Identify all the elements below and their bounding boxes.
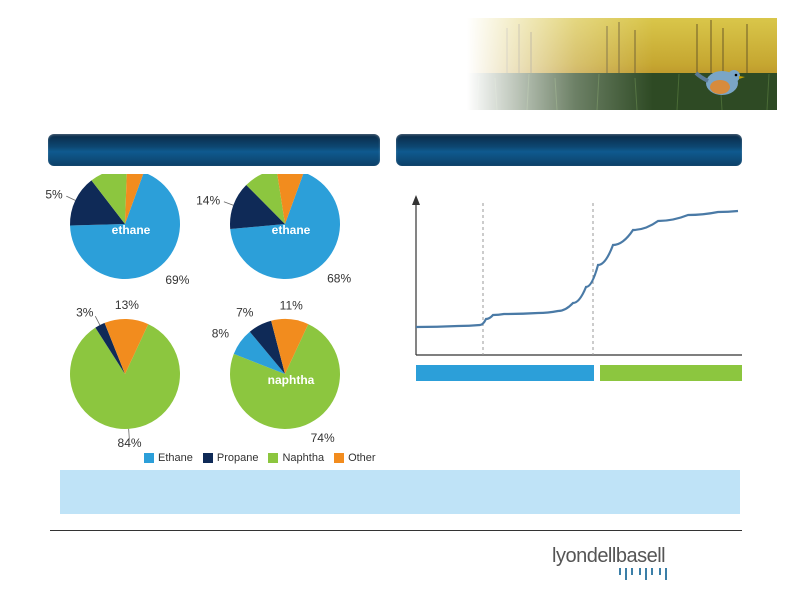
- footer-rule: [50, 530, 742, 531]
- cost-curve: [416, 211, 738, 327]
- pie-label: 13%: [115, 298, 139, 312]
- pie-label: 69%: [165, 273, 189, 287]
- region-bar: [416, 365, 594, 381]
- legend-swatch: [144, 453, 154, 463]
- section-bar-left: [48, 134, 380, 166]
- legend-swatch: [203, 453, 213, 463]
- header-image: [467, 18, 777, 110]
- pie-center-label: ethane: [112, 223, 151, 237]
- legend-label: Propane: [217, 452, 259, 464]
- note-box: [60, 470, 740, 514]
- pie-legend: Ethane Propane Naphtha Other: [134, 452, 376, 464]
- cost-curve-chart: [408, 195, 748, 385]
- pie-label: 15%: [45, 187, 63, 201]
- svg-text:lyondellbasell: lyondellbasell: [552, 545, 665, 567]
- pie-chart-grid: 69%15%11%5%ethane68%14%10%8%ethane84%3%1…: [45, 174, 375, 454]
- pie-label: 68%: [327, 272, 351, 286]
- section-bar-right: [396, 134, 742, 166]
- lyondellbasell-logo: lyondellbasell: [552, 540, 742, 590]
- legend-label: Other: [348, 452, 376, 464]
- pie-label: 84%: [118, 436, 142, 450]
- pie-center-label: naphtha: [268, 373, 315, 387]
- legend-swatch: [268, 453, 278, 463]
- pie-label: 14%: [196, 193, 220, 207]
- region-bar: [600, 365, 742, 381]
- legend-label: Naphtha: [282, 452, 324, 464]
- pie-center-label: ethane: [272, 223, 311, 237]
- pie-label: 7%: [236, 306, 254, 320]
- legend-label: Ethane: [158, 452, 193, 464]
- pie-label: 11%: [280, 298, 303, 312]
- y-axis-arrow: [412, 195, 420, 205]
- legend-swatch: [334, 453, 344, 463]
- pie-label: 74%: [311, 431, 335, 445]
- pie-label: 3%: [76, 306, 94, 320]
- pie-label: 8%: [212, 327, 230, 341]
